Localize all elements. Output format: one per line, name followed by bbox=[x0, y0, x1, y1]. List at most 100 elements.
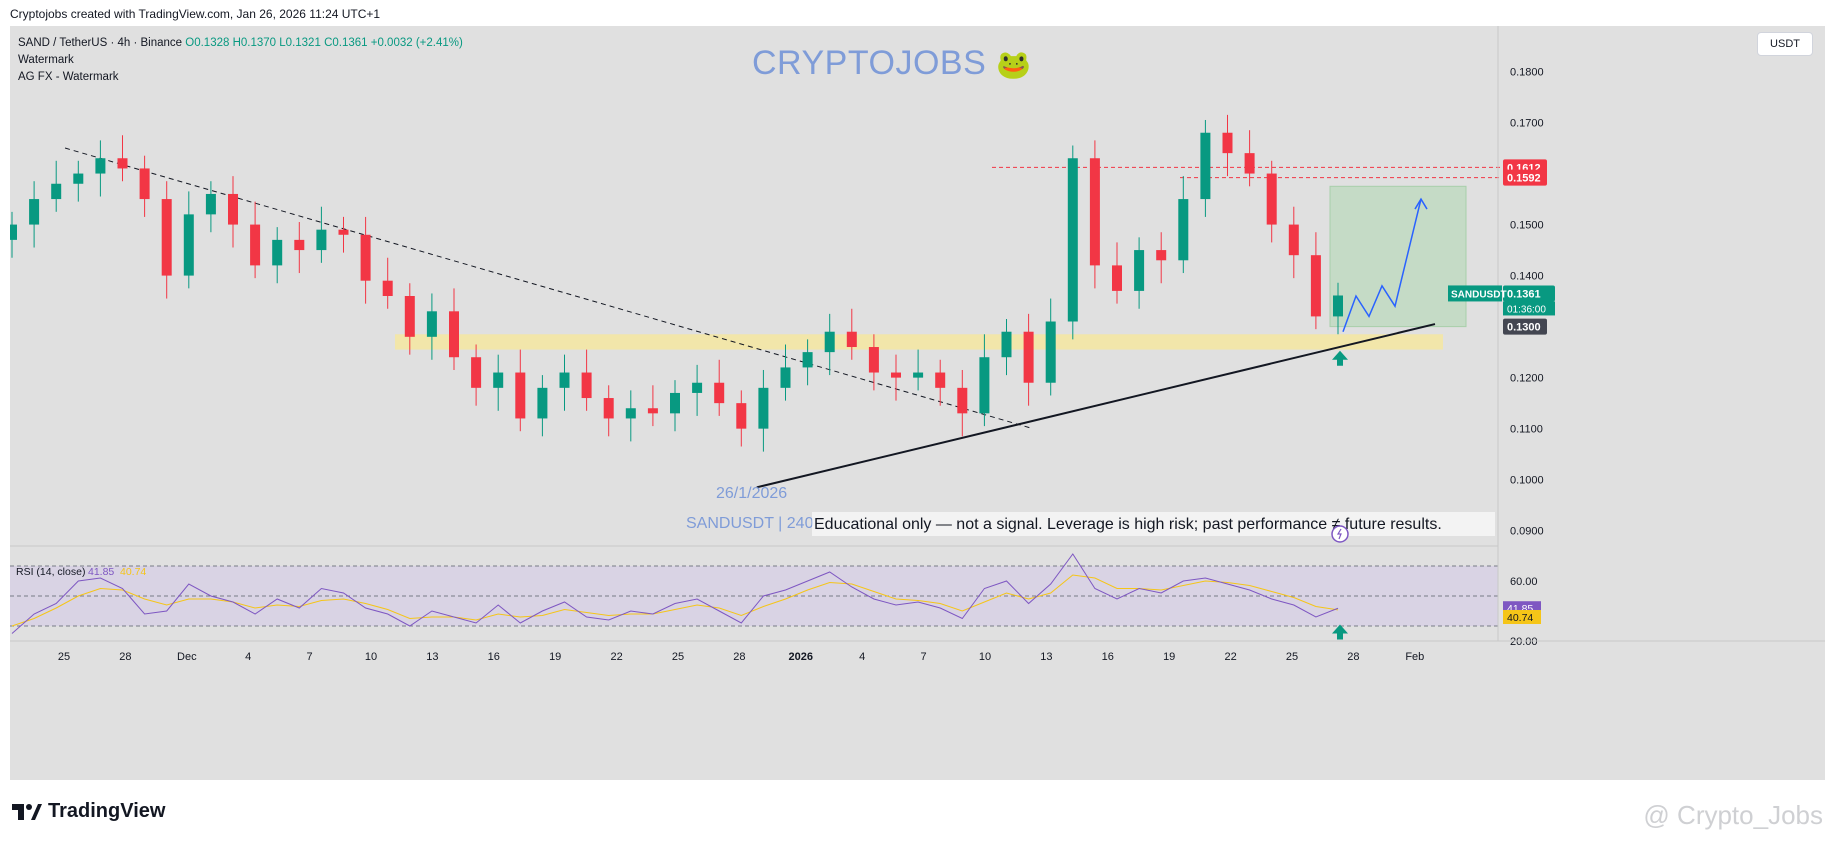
frog-icon: 🐸 bbox=[996, 49, 1032, 80]
price-label-target-base: 0.1300 bbox=[1507, 322, 1541, 334]
symbol-tag-bg bbox=[1448, 285, 1502, 302]
candle-body bbox=[1089, 158, 1100, 266]
time-axis-tick: 7 bbox=[307, 651, 313, 663]
candle-body bbox=[161, 199, 172, 276]
rsi-legend-name: RSI (14, close) bbox=[16, 566, 85, 578]
projection-arrow-icon bbox=[1414, 197, 1428, 210]
time-axis-tick: 25 bbox=[672, 651, 684, 663]
target-box bbox=[1329, 185, 1467, 328]
candle-body bbox=[824, 331, 835, 353]
candle-body bbox=[404, 296, 415, 337]
candle-body bbox=[471, 357, 482, 388]
candle-body bbox=[846, 331, 857, 348]
ohlc-change: +0.0032 (+2.41%) bbox=[370, 37, 463, 49]
candle-body bbox=[1023, 331, 1034, 383]
price-chart-svg[interactable]: 0.1800 0.1700 0.1500 0.1400 0.1300 0.1200 0.11… bbox=[10, 26, 1825, 780]
candle-body bbox=[1244, 153, 1255, 174]
candle-body bbox=[758, 387, 769, 429]
indicator-watermark[interactable]: Watermark bbox=[18, 54, 74, 66]
ohlc-open: O0.1328 bbox=[185, 37, 230, 49]
rsi-ma-value-tag: 40.74 bbox=[1507, 612, 1533, 624]
candle-body bbox=[183, 214, 194, 276]
candle-body bbox=[714, 382, 725, 404]
ohlc-low: L0.1321 bbox=[279, 37, 321, 49]
candle-body bbox=[913, 372, 924, 378]
price-axis-tick: 0.1800 bbox=[1510, 67, 1544, 79]
symbol-annotation: SANDUSDT | 240 bbox=[686, 515, 814, 532]
chart-panel[interactable]: 0.1800 0.1700 0.1500 0.1400 0.1300 0.1200 0.11… bbox=[10, 26, 1825, 780]
candle-body bbox=[493, 372, 504, 388]
rsi-legend-ma: 40.74 bbox=[120, 566, 146, 578]
candle-body bbox=[1333, 295, 1343, 317]
time-axis-tick: 7 bbox=[921, 651, 927, 663]
candle-body bbox=[1134, 250, 1145, 291]
time-axis-tick: 16 bbox=[488, 651, 500, 663]
candle-body bbox=[139, 168, 150, 200]
candle-body bbox=[360, 234, 371, 281]
candle-body bbox=[1222, 132, 1233, 154]
up-arrow-icon bbox=[1332, 350, 1348, 366]
lightning-icon bbox=[1336, 528, 1342, 540]
price-label-last-bg bbox=[1503, 285, 1555, 302]
candle-body bbox=[95, 158, 106, 174]
candle-body bbox=[51, 183, 62, 200]
symbol-tag: SANDUSDT bbox=[1451, 289, 1507, 300]
candle-body bbox=[10, 224, 17, 240]
time-axis-tick: 4 bbox=[245, 651, 251, 663]
tradingview-brand-label: TradingView bbox=[48, 800, 166, 822]
time-axis-tick: 19 bbox=[549, 651, 561, 663]
watermark-text: CRYPTOJOBS bbox=[752, 44, 987, 82]
candle-body bbox=[647, 408, 658, 414]
candle-body bbox=[73, 173, 84, 184]
currency-button[interactable]: USDT bbox=[1757, 32, 1813, 56]
tradingview-logo-icon bbox=[12, 803, 42, 820]
symbol-line: SAND / TetherUS · 4h · Binance bbox=[18, 37, 183, 49]
time-axis-tick: 28 bbox=[733, 651, 745, 663]
chart-legend: SAND / TetherUS · 4h · Binance O0.1328 H… bbox=[18, 35, 463, 86]
time-axis-tick: 28 bbox=[119, 651, 131, 663]
disclaimer-bg bbox=[812, 512, 1495, 536]
created-by-header: Cryptojobs created with TradingView.com,… bbox=[10, 7, 381, 21]
time-axis-tick: 2026 bbox=[789, 651, 813, 663]
candle-body bbox=[1067, 158, 1078, 322]
candle-body bbox=[603, 398, 614, 419]
date-annotation: 26/1/2026 bbox=[716, 485, 787, 502]
candle-body bbox=[780, 367, 791, 388]
candle-body bbox=[250, 224, 261, 266]
projection-path bbox=[1342, 198, 1422, 332]
time-axis-tick: 19 bbox=[1163, 651, 1175, 663]
time-axis-tick: 28 bbox=[1347, 651, 1359, 663]
tradingview-brand[interactable]: TradingView bbox=[12, 800, 165, 823]
candle-body bbox=[1045, 321, 1056, 383]
candle-body bbox=[802, 352, 813, 368]
rsi-legend-value: 41.85 bbox=[88, 566, 114, 578]
indicator-agfx-watermark[interactable]: AG FX - Watermark bbox=[18, 71, 119, 83]
price-axis-tick: 0.1500 bbox=[1510, 220, 1544, 232]
candle-body bbox=[117, 158, 128, 169]
candle-body bbox=[891, 372, 901, 378]
price-label-upper2: 0.1592 bbox=[1507, 173, 1541, 185]
price-axis-tick: 0.1100 bbox=[1510, 424, 1543, 436]
candle-body bbox=[979, 357, 990, 414]
time-axis-tick: Feb bbox=[1405, 651, 1424, 663]
time-axis-tick: 22 bbox=[610, 651, 622, 663]
candle-body bbox=[382, 280, 393, 296]
time-axis-tick: 16 bbox=[1102, 651, 1114, 663]
disclaimer-text: Educational only — not a signal. Leverag… bbox=[814, 516, 1442, 533]
candle-body bbox=[581, 372, 592, 399]
price-axis-tick: 0.1000 bbox=[1510, 475, 1544, 487]
candle-body bbox=[29, 199, 40, 225]
support-zone bbox=[395, 334, 1443, 350]
candle-body bbox=[1200, 132, 1211, 200]
candle-body bbox=[559, 372, 570, 388]
candle-body bbox=[692, 382, 703, 393]
rsi-up-arrow-icon bbox=[1332, 624, 1348, 640]
candle-body bbox=[1288, 224, 1299, 256]
time-axis-tick: 13 bbox=[426, 651, 438, 663]
candle-body bbox=[338, 229, 349, 235]
time-axis-tick: 25 bbox=[1286, 651, 1298, 663]
candle-body bbox=[1112, 265, 1122, 291]
price-axis-tick: 0.0900 bbox=[1510, 526, 1544, 538]
time-axis-tick: 10 bbox=[365, 651, 377, 663]
ohlc-close: C0.1361 bbox=[324, 37, 368, 49]
